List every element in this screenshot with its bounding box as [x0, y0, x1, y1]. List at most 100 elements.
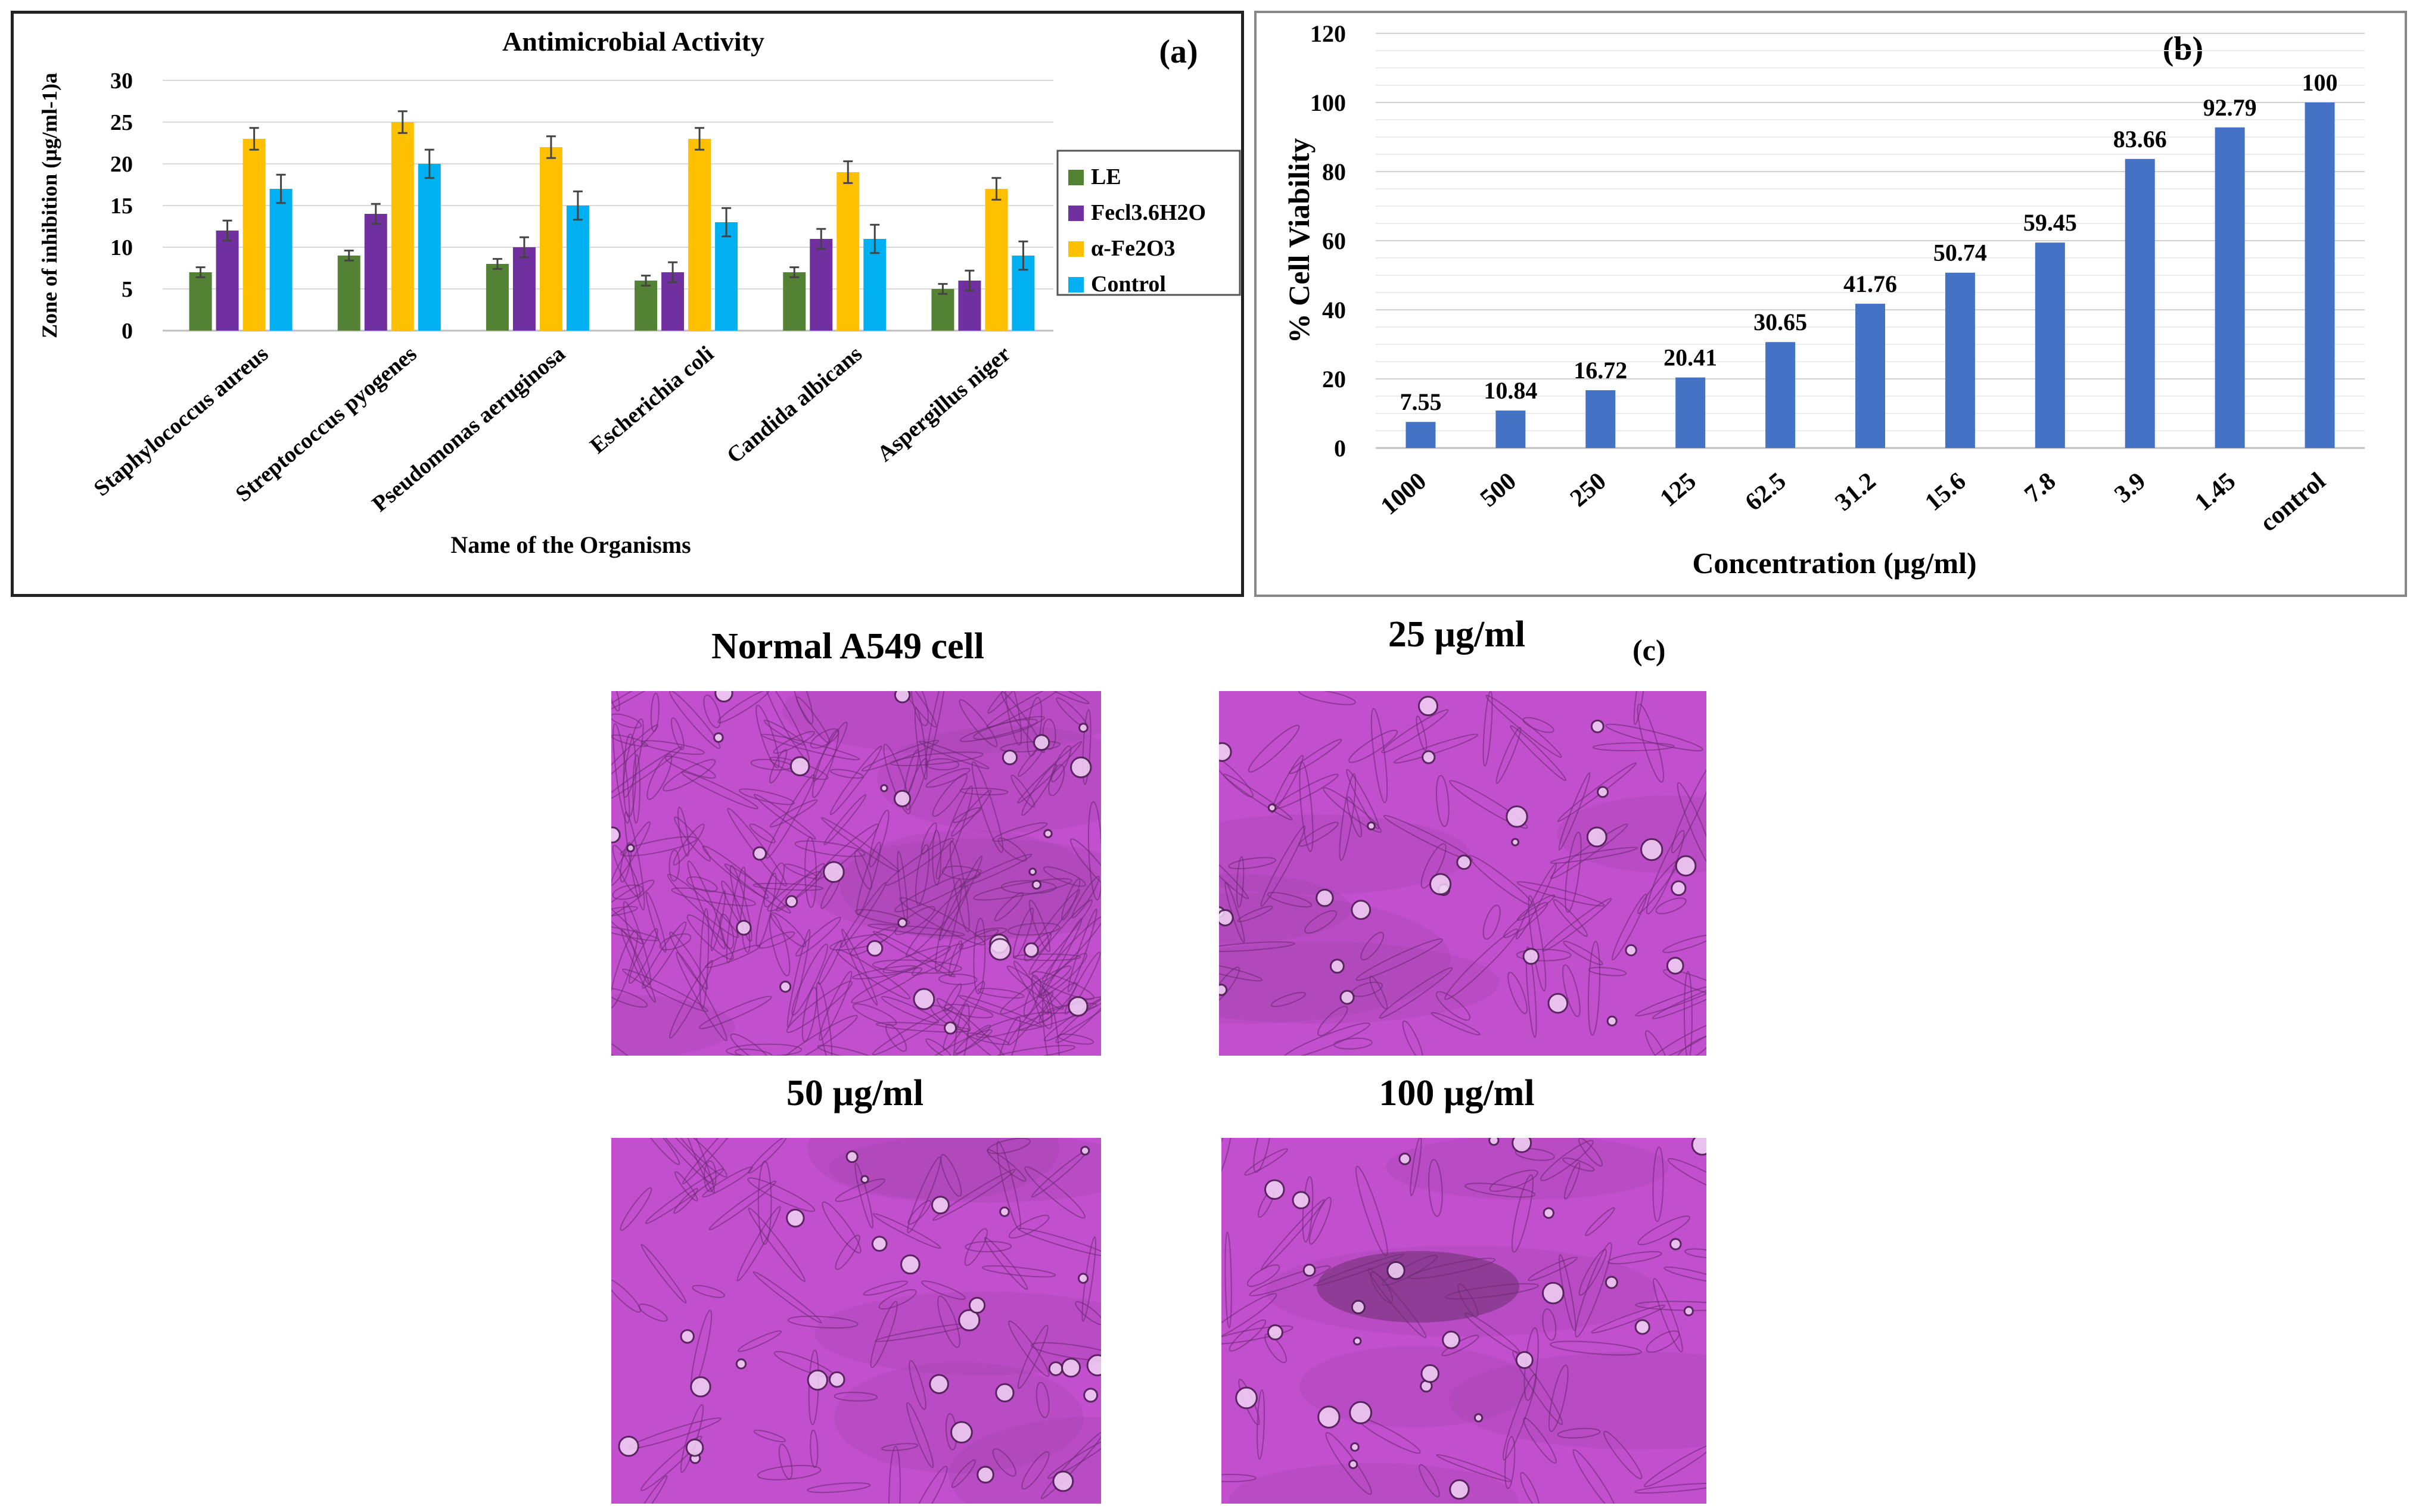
micrograph-vesicle — [860, 1175, 869, 1184]
micrograph-cell — [1677, 782, 1706, 872]
micrograph-cell — [1228, 857, 1277, 870]
micrograph-cell — [987, 1149, 1027, 1182]
micrograph-cell — [682, 1138, 750, 1185]
micrograph-cell — [909, 1466, 948, 1504]
micrograph-cell — [787, 1315, 859, 1329]
micrograph-vesicle — [786, 1208, 805, 1228]
micrograph-cell — [909, 1359, 926, 1410]
micrograph-cell — [1370, 708, 1388, 804]
micrograph-cell — [1219, 841, 1249, 900]
x-tick-label-a: Candida albicans — [722, 341, 867, 468]
micrograph-cell — [878, 1289, 917, 1310]
micrograph-cell — [932, 773, 968, 817]
micrograph-cell — [1502, 1373, 1537, 1461]
micrograph-vesicle — [1219, 742, 1232, 762]
micrograph-cell — [1355, 938, 1444, 981]
micrograph-cell — [932, 1169, 1016, 1221]
chart-a-title: Antimicrobial Activity — [502, 26, 764, 57]
bar--fe2o3 — [391, 122, 414, 331]
micrograph-normal-a549 — [611, 691, 1101, 1056]
micrograph-vesicle — [929, 1374, 949, 1395]
micrograph-cell — [1313, 1253, 1405, 1287]
micrograph-cell — [702, 1166, 753, 1198]
micrograph-cell — [631, 1475, 668, 1504]
micrograph-cell — [699, 908, 710, 1010]
data-label-b: 50.74 — [1933, 239, 1987, 266]
micrograph-cell — [611, 691, 678, 715]
micrograph-vesicle — [1033, 734, 1050, 751]
micrograph-cell — [959, 699, 998, 747]
micrograph-cell — [1221, 1138, 1232, 1178]
y-tick-label-a: 15 — [110, 194, 133, 219]
bar-control — [418, 164, 441, 331]
micrograph-vesicle — [894, 691, 911, 704]
micrograph-cell — [611, 925, 660, 941]
micrograph-cell — [1023, 980, 1041, 1017]
bar--fe2o3 — [985, 189, 1008, 331]
y-tick-label-a: 20 — [110, 152, 133, 177]
micrograph-cell — [1652, 1146, 1664, 1222]
micrograph-cell — [1512, 1351, 1563, 1426]
viability-bar — [1765, 342, 1796, 448]
micrograph-cell — [1565, 832, 1582, 913]
viability-bar — [1495, 410, 1526, 448]
micrograph-cell — [888, 1445, 901, 1504]
micrograph-cell — [1229, 1319, 1267, 1352]
micrograph-vesicle — [1264, 1179, 1285, 1200]
micrograph-cell — [1260, 825, 1306, 907]
viability-bar — [1855, 303, 1885, 448]
micrograph-cell — [659, 933, 692, 951]
bar-le — [486, 264, 509, 331]
micrograph-cell — [669, 931, 708, 990]
micrograph-cell — [1633, 691, 1646, 726]
micrograph-title-25: 25 µg/ml — [1388, 614, 1526, 655]
micrograph-cell — [757, 1464, 822, 1480]
micrograph-cell — [1248, 724, 1300, 773]
data-label-b: 20.41 — [1663, 344, 1717, 371]
x-tick-label-b: control — [2255, 467, 2331, 537]
data-label-b: 41.76 — [1843, 270, 1897, 297]
micrograph-vesicle — [713, 732, 724, 743]
micrograph-cell — [1563, 1162, 1581, 1200]
micrograph-cell — [736, 1206, 781, 1281]
micrograph-vesicle — [1068, 996, 1089, 1017]
data-label-b: 92.79 — [2203, 94, 2257, 121]
micrograph-vesicle — [880, 784, 888, 792]
micrograph-cell — [763, 862, 785, 908]
micrograph-cell-cluster — [1317, 1251, 1519, 1323]
micrograph-background — [1219, 691, 1706, 1056]
micrograph-cell — [1013, 960, 1049, 1015]
micrograph-vesicle — [1043, 829, 1053, 839]
micrograph-cell — [1482, 691, 1493, 767]
micrograph-cell — [758, 931, 795, 949]
micrograph-cell — [1246, 1264, 1280, 1287]
micrograph-cell — [1431, 1012, 1481, 1036]
micrograph-cell — [611, 734, 648, 747]
micrograph-cell — [753, 1429, 786, 1443]
micrograph-cell — [1219, 941, 1295, 953]
micrograph-cell — [1578, 1138, 1603, 1167]
micrograph-cell — [965, 1240, 1012, 1253]
micrograph-cell — [645, 892, 667, 953]
micrograph-vesicle — [1420, 1364, 1439, 1383]
micrograph-cell — [624, 811, 645, 911]
micrograph-cell — [829, 745, 882, 816]
bar-fecl3-6h2o — [512, 247, 536, 331]
micrograph-shade — [1219, 874, 1351, 943]
micrograph-cell — [640, 1243, 687, 1304]
micrograph-vesicle — [1352, 1336, 1362, 1346]
micrograph-shade — [834, 1362, 1084, 1474]
micrograph-cell — [668, 691, 721, 749]
micrograph-vesicle — [1666, 957, 1684, 975]
y-tick-label-b: 100 — [1310, 89, 1346, 116]
micrograph-cell — [1367, 1268, 1427, 1339]
micrograph-cell — [692, 1284, 725, 1298]
micrograph-vesicle — [690, 1376, 711, 1398]
micrograph-cell — [1298, 822, 1339, 847]
y-tick-label-b: 40 — [1322, 297, 1346, 323]
micrograph-shade — [877, 726, 1101, 833]
micrograph-vesicle — [1023, 942, 1039, 958]
micrograph-vesicle — [1675, 855, 1697, 877]
micrograph-cell — [1523, 1417, 1557, 1464]
micrograph-cell — [936, 998, 1010, 1056]
